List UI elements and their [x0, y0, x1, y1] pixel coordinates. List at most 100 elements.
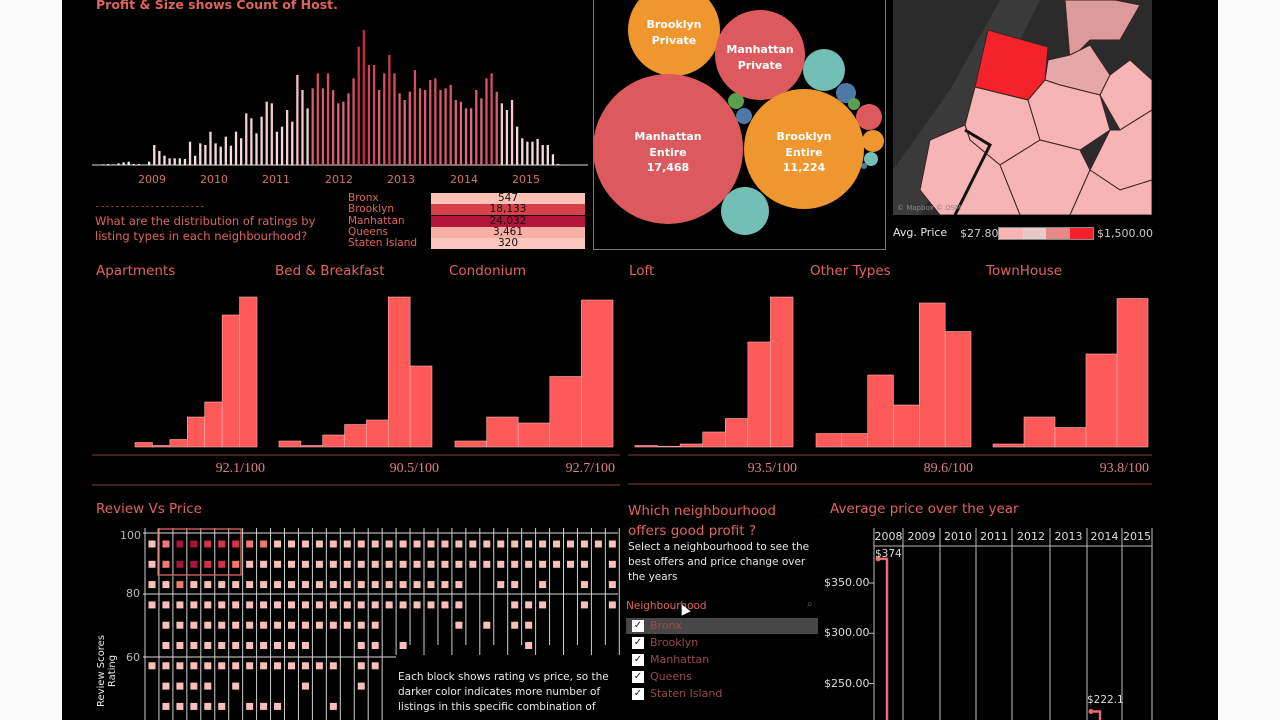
heat-cell[interactable]: [371, 560, 379, 568]
histogram-bar[interactable]: [275, 131, 279, 165]
heat-cell[interactable]: [218, 601, 226, 609]
bubble[interactable]: [848, 98, 860, 110]
rating-bin-bar[interactable]: [1023, 416, 1056, 448]
heat-cell[interactable]: [469, 560, 477, 568]
heat-cell[interactable]: [608, 601, 616, 609]
heat-cell[interactable]: [288, 642, 295, 649]
histogram-bar[interactable]: [403, 100, 406, 165]
heat-cell[interactable]: [511, 581, 519, 589]
heat-cell[interactable]: [525, 601, 533, 609]
heat-cell[interactable]: [176, 581, 184, 589]
heat-cell[interactable]: [218, 540, 226, 548]
histogram-bar[interactable]: [270, 103, 273, 165]
histogram-bar[interactable]: [413, 70, 417, 165]
heat-cell[interactable]: [260, 621, 268, 629]
heat-cell[interactable]: [162, 540, 170, 548]
bubble[interactable]: [856, 104, 882, 130]
histogram-bar[interactable]: [209, 131, 212, 165]
heat-cell[interactable]: [246, 662, 254, 670]
heat-cell[interactable]: [608, 560, 616, 568]
heat-cell[interactable]: [301, 540, 309, 548]
heat-cell[interactable]: [371, 581, 379, 589]
histogram-bar[interactable]: [183, 159, 187, 165]
rating-bin-bar[interactable]: [239, 296, 258, 448]
heat-cell[interactable]: [162, 581, 170, 589]
histogram-bar[interactable]: [500, 103, 503, 165]
histogram-bar[interactable]: [495, 91, 498, 165]
heat-cell[interactable]: [274, 702, 282, 710]
heat-cell[interactable]: [539, 540, 547, 548]
filter-item-label[interactable]: Bronx: [650, 619, 683, 632]
histogram-bar[interactable]: [163, 155, 166, 165]
histogram-bar[interactable]: [229, 145, 233, 165]
heat-cell[interactable]: [218, 621, 226, 629]
heat-cell[interactable]: [455, 581, 463, 589]
heat-cell[interactable]: [288, 601, 295, 609]
heat-cell[interactable]: [329, 662, 337, 670]
histogram-bar[interactable]: [342, 101, 345, 165]
heat-cell[interactable]: [315, 540, 323, 548]
histogram-bar[interactable]: [454, 100, 457, 165]
histogram-bar[interactable]: [127, 161, 130, 165]
heat-cell[interactable]: [427, 560, 435, 568]
heat-cell[interactable]: [246, 540, 254, 548]
heat-cell[interactable]: [399, 581, 407, 589]
histogram-bar[interactable]: [173, 158, 176, 165]
heat-cell[interactable]: [455, 601, 463, 609]
heat-cell[interactable]: [190, 682, 198, 690]
bubble[interactable]: [721, 187, 769, 235]
heat-cell[interactable]: [274, 560, 282, 568]
heat-cell[interactable]: [301, 642, 309, 649]
bubble[interactable]: [593, 74, 743, 224]
heat-cell[interactable]: [371, 621, 379, 629]
histogram-bar[interactable]: [112, 164, 115, 165]
heat-cell[interactable]: [315, 601, 323, 609]
rating-bin-bar[interactable]: [278, 440, 302, 448]
histogram-bar[interactable]: [439, 90, 442, 165]
heat-cell[interactable]: [301, 621, 309, 629]
heat-cell[interactable]: [580, 581, 588, 589]
legend-swatch[interactable]: [999, 228, 1023, 239]
heat-cell[interactable]: [413, 540, 421, 548]
heat-cell[interactable]: [260, 702, 268, 710]
heat-cell[interactable]: [148, 560, 156, 568]
heat-cell[interactable]: [525, 621, 533, 629]
map-region[interactable]: [1069, 169, 1152, 215]
checkbox[interactable]: ✓: [632, 688, 644, 700]
heat-cell[interactable]: [525, 560, 533, 568]
histogram-bar[interactable]: [286, 110, 289, 165]
heat-cell[interactable]: [315, 581, 323, 589]
heat-cell[interactable]: [148, 581, 156, 589]
heat-cell[interactable]: [329, 540, 337, 548]
heat-cell[interactable]: [580, 540, 588, 548]
heat-cell[interactable]: [162, 642, 170, 649]
filter-item-label[interactable]: Queens: [650, 670, 692, 683]
heat-cell[interactable]: [232, 642, 240, 649]
price-line[interactable]: [878, 557, 889, 720]
heat-cell[interactable]: [218, 581, 226, 589]
heat-cell[interactable]: [525, 540, 533, 548]
heat-cell[interactable]: [232, 682, 240, 690]
heat-cell[interactable]: [357, 621, 365, 629]
heat-cell[interactable]: [455, 540, 463, 548]
heat-cell[interactable]: [190, 601, 198, 609]
histogram-bar[interactable]: [137, 164, 141, 165]
heat-cell[interactable]: [511, 621, 519, 629]
heat-cell[interactable]: [329, 581, 337, 589]
heat-cell[interactable]: [343, 540, 351, 548]
heat-cell[interactable]: [204, 662, 212, 670]
heat-cell[interactable]: [260, 581, 268, 589]
histogram-bar[interactable]: [388, 55, 391, 165]
histogram-bar[interactable]: [296, 75, 299, 165]
table-row[interactable]: Brooklyn 18,133: [343, 204, 585, 216]
heat-cell[interactable]: [497, 581, 505, 589]
heat-cell[interactable]: [176, 642, 184, 649]
heat-cell[interactable]: [288, 540, 295, 548]
heat-cell[interactable]: [371, 540, 379, 548]
heat-cell[interactable]: [329, 560, 337, 568]
histogram-bar[interactable]: [122, 162, 125, 165]
heat-cell[interactable]: [260, 540, 268, 548]
rating-bin-bar[interactable]: [944, 331, 972, 448]
histogram-bar[interactable]: [153, 145, 156, 165]
